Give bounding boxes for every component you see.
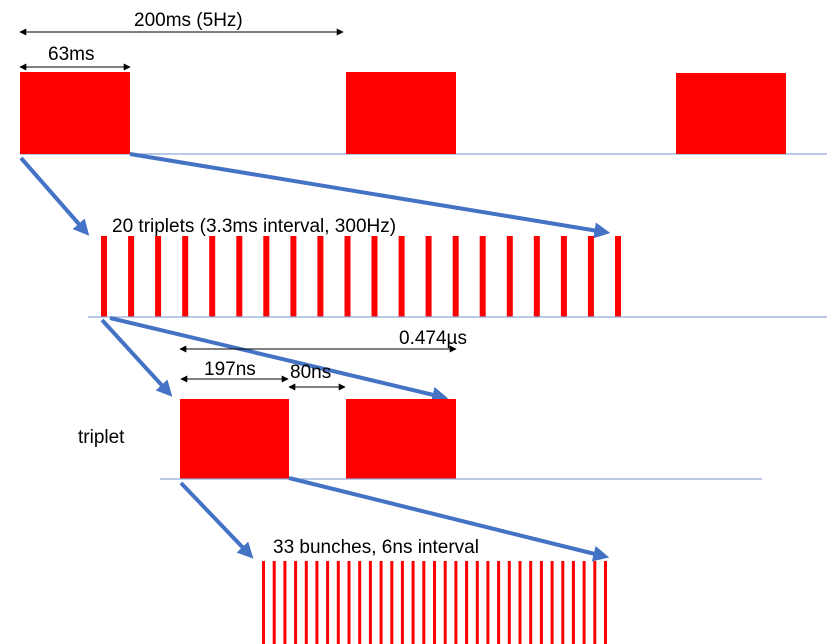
bunch-bar [486,561,490,644]
zoom-arrow-3-right [288,476,610,562]
bunch-bar [400,561,404,644]
triplet-label: triplet [78,427,125,448]
zoom-arrow-1-right [129,152,611,239]
triplet-bar [533,236,540,317]
bunch-bar [326,561,330,644]
bunch-bar [358,561,362,644]
bunch-bar [582,561,586,644]
bunch-bar [304,561,308,644]
bunch-bars [262,561,607,644]
triplet-bar [128,236,135,317]
zoom-arrow-2-right [109,316,449,403]
triplet-gap-label: 80ns [290,362,331,383]
macro-pulse-1 [20,72,130,154]
bunch-bar [433,561,436,644]
bunch-bar [529,561,533,644]
macro-pulse-2 [346,72,456,154]
triplet-bar [560,236,567,317]
triplet-bar [182,236,189,317]
zoom-arrow-3-left [179,481,254,559]
bunch-bar [443,561,447,644]
triplet-bar [506,236,513,317]
macro-pulse-row [20,72,827,155]
triplet-bar [317,236,324,317]
triplet-bar [101,236,107,317]
bunch-bar [411,561,415,644]
triplet-bar [371,236,378,317]
bunch-bar [336,561,340,644]
bunch-bar [315,561,319,644]
macro-pulse-3 [676,73,786,154]
bunch-bar [262,561,265,644]
triplets-label: 20 triplets (3.3ms interval, 300Hz) [112,216,396,237]
bunch-bar [571,561,575,644]
triplet-bar [209,236,216,317]
zoom-arrow-2-left [100,318,173,397]
triplet-bar [155,236,162,317]
triplet-bar [587,236,594,317]
bunch-bar [604,561,607,644]
zoom-arrow-1-left [19,156,90,236]
triplet-bar [615,236,621,317]
triplet-pulse-1 [180,399,289,479]
bunch-bar [465,561,469,644]
bunches-label: 33 bunches, 6ns interval [273,537,479,558]
bunch-bar [497,561,501,644]
bunch-bar [475,561,479,644]
triplet-bar [425,236,432,317]
period-label: 200ms (5Hz) [134,10,243,31]
triplet-pulse-2 [346,399,456,479]
bunch-bar [283,561,287,644]
triplet-bar [398,236,405,317]
triplet-bar [344,236,351,317]
bunch-bar [390,561,394,644]
bunch-bar [422,561,426,644]
bunch-bar [454,561,458,644]
triplet-bars [101,236,621,317]
bunch-bar [347,561,351,644]
bunch-bar [368,561,372,644]
bunch-bar [518,561,522,644]
triplet-bar [263,236,270,317]
triplet-bar [236,236,243,317]
macro-width-label: 63ms [48,44,94,65]
triplet-bar [290,236,297,317]
triplet-bar [479,236,486,317]
bunch-bar [507,561,511,644]
triplet-span-label: 0.474µs [399,328,467,349]
triplet-bar [452,236,459,317]
triplet-width-label: 197ns [204,359,256,380]
bunch-bar [294,561,298,644]
bunch-bar [379,561,383,644]
bunch-bar [593,561,597,644]
bunch-bar [272,561,276,644]
bunch-bar [561,561,565,644]
bunch-bar [550,561,554,644]
bunch-bar [539,561,543,644]
